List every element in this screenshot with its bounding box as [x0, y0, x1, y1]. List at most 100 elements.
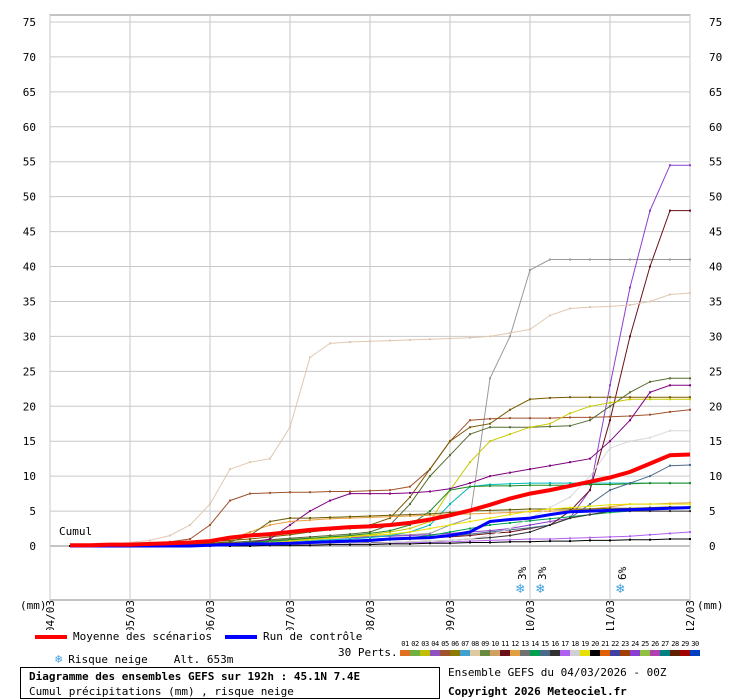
- data-point: [509, 513, 511, 516]
- data-point: [529, 426, 531, 429]
- data-point: [409, 514, 411, 517]
- y-tick-label-right: 65: [709, 86, 722, 99]
- data-point: [489, 512, 491, 515]
- data-point: [509, 408, 511, 411]
- data-point: [469, 517, 471, 520]
- data-point: [269, 538, 271, 541]
- copyright-label: Copyright 2026 Meteociel.fr: [448, 685, 627, 698]
- data-point: [569, 412, 571, 415]
- data-point: [529, 484, 531, 487]
- pert-number: 14: [531, 640, 539, 648]
- data-point: [289, 544, 291, 547]
- data-point: [429, 490, 431, 493]
- data-point: [449, 337, 451, 340]
- data-point: [489, 536, 491, 539]
- data-point: [289, 533, 291, 536]
- pert-number: 19: [581, 640, 589, 648]
- data-point: [489, 475, 491, 478]
- pert-swatch: [660, 650, 670, 656]
- data-point: [549, 425, 551, 428]
- data-point: [669, 164, 671, 167]
- y-tick-label-right: 10: [709, 470, 722, 483]
- data-point: [489, 335, 491, 338]
- data-point: [689, 429, 691, 432]
- data-point: [489, 422, 491, 425]
- data-point: [669, 410, 671, 413]
- data-point: [689, 482, 691, 485]
- pert-swatch: [610, 650, 620, 656]
- data-point: [549, 520, 551, 523]
- series-group: [69, 164, 691, 548]
- y-tick-label-left: 60: [23, 121, 36, 134]
- data-point: [389, 542, 391, 545]
- data-point: [489, 426, 491, 429]
- axis-corner-label: Cumul: [59, 525, 92, 538]
- data-point: [529, 269, 531, 272]
- y-tick-label-right: 20: [709, 400, 722, 413]
- data-point: [509, 538, 511, 541]
- data-point: [309, 531, 311, 534]
- data-point: [369, 543, 371, 546]
- pert-number: 12: [511, 640, 519, 648]
- y-tick-label-left: 25: [23, 365, 36, 378]
- data-point: [369, 514, 371, 517]
- data-point: [669, 377, 671, 380]
- data-point: [589, 475, 591, 478]
- data-point: [309, 537, 311, 540]
- data-point: [429, 475, 431, 478]
- data-point: [349, 535, 351, 538]
- data-point: [249, 545, 251, 547]
- data-point: [629, 419, 631, 422]
- footer-title-box: Diagramme des ensembles GEFS sur 192h : …: [20, 667, 440, 699]
- data-point: [529, 507, 531, 510]
- data-point: [409, 534, 411, 537]
- data-point: [569, 537, 571, 540]
- data-point: [589, 503, 591, 506]
- x-tick-label: 08/03: [364, 600, 377, 630]
- data-point: [549, 538, 551, 541]
- data-point: [469, 336, 471, 339]
- data-point: [349, 534, 351, 537]
- data-point: [389, 339, 391, 342]
- data-point: [289, 537, 291, 540]
- data-point: [509, 482, 511, 485]
- data-point: [549, 422, 551, 425]
- snowflake-icon: ❄: [55, 652, 63, 666]
- data-point: [309, 510, 311, 513]
- data-point: [309, 491, 311, 494]
- data-point: [569, 515, 571, 518]
- pert-swatch: [480, 650, 490, 656]
- data-point: [569, 258, 571, 261]
- y-tick-label-left: 70: [23, 51, 36, 64]
- data-point: [589, 419, 591, 422]
- data-point: [229, 468, 231, 471]
- data-point: [669, 384, 671, 387]
- data-point: [389, 489, 391, 492]
- pert-swatch: [630, 650, 640, 656]
- pert-swatch: [600, 650, 610, 656]
- data-point: [329, 538, 331, 541]
- data-point: [569, 416, 571, 419]
- pert-number: 30: [691, 640, 699, 648]
- legend-snow-label: Risque neige: [68, 652, 148, 666]
- data-point: [649, 510, 651, 513]
- y-axis-label-left: (mm): [20, 599, 47, 612]
- data-point: [649, 482, 651, 485]
- data-point: [409, 527, 411, 530]
- pert-number: 15: [541, 640, 549, 648]
- pert-swatch: [540, 650, 550, 656]
- data-point: [409, 531, 411, 534]
- data-point: [229, 540, 231, 543]
- data-point: [329, 342, 331, 345]
- data-point: [609, 539, 611, 542]
- data-point: [449, 489, 451, 492]
- data-point: [369, 542, 371, 545]
- data-point: [389, 531, 391, 534]
- data-point: [649, 436, 651, 439]
- data-point: [509, 417, 511, 420]
- pert-number: 08: [471, 640, 479, 648]
- y-tick-label-left: 10: [23, 470, 36, 483]
- data-point: [369, 534, 371, 537]
- data-point: [389, 529, 391, 532]
